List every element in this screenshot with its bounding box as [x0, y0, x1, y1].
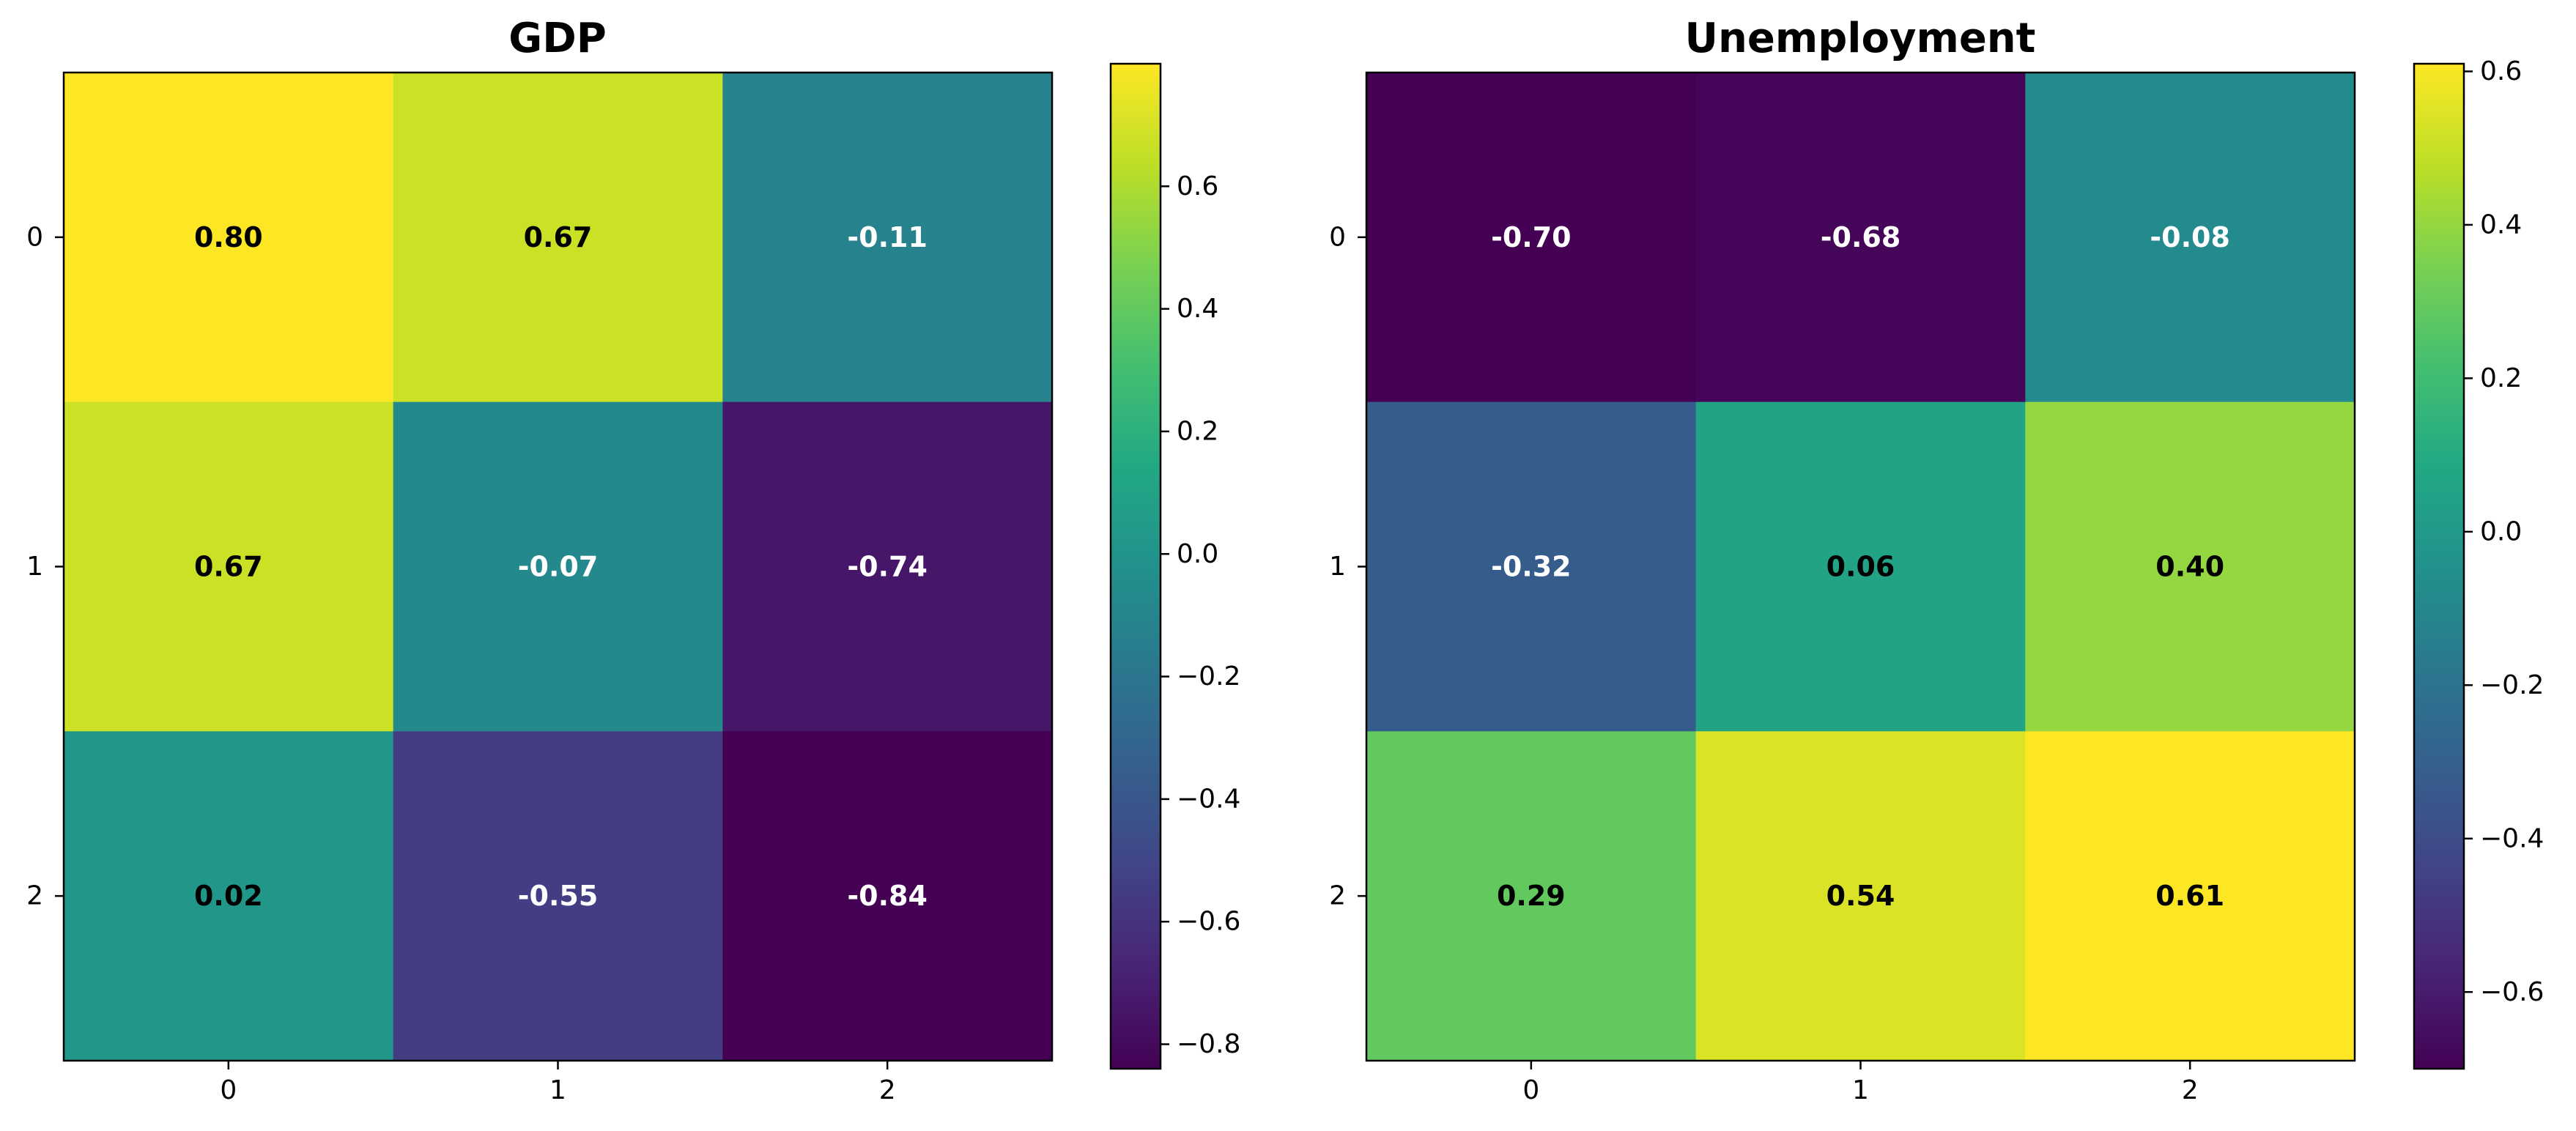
cell-value-label: 0.40: [2155, 551, 2224, 583]
heatmap-cell: [393, 73, 723, 403]
y-tick-label: 2: [1329, 881, 1346, 911]
colorbar-tick-label: −0.6: [2480, 977, 2544, 1007]
x-tick-label: 1: [1852, 1075, 1869, 1105]
y-tick-label: 1: [1329, 552, 1346, 582]
colorbar-tick-label: 0.0: [2480, 516, 2522, 546]
heatmap-cell: [1695, 401, 2026, 732]
heatmap-cell: [722, 401, 1053, 732]
cell-value-label: -0.07: [518, 551, 599, 583]
heatmap-cell: [2025, 731, 2355, 1061]
heatmap-cell: [1366, 73, 1697, 403]
cell-value-label: -0.11: [847, 221, 928, 253]
colorbar-tick-label: −0.4: [1177, 784, 1240, 814]
cell-value-label: 0.29: [1497, 880, 1566, 912]
colorbar: [2414, 64, 2464, 1069]
colorbar-tick-label: −0.2: [2480, 670, 2544, 700]
x-tick-label: 0: [1522, 1075, 1539, 1105]
cell-value-label: 0.67: [194, 551, 263, 583]
cell-value-label: -0.68: [1821, 221, 1901, 253]
heatmap-cell: [1695, 731, 2026, 1061]
y-tick-label: 1: [26, 552, 43, 582]
cell-value-label: -0.08: [2150, 221, 2230, 253]
colorbar-tick-label: 0.2: [1177, 416, 1218, 446]
colorbar-tick-label: 0.6: [1177, 171, 1218, 201]
x-tick-label: 2: [2182, 1075, 2199, 1105]
heatmap-cell: [64, 73, 394, 403]
heatmap-cell: [2025, 73, 2355, 403]
cell-value-label: -0.70: [1491, 221, 1572, 253]
chart-title: Unemployment: [1685, 15, 2036, 62]
colorbar-frame: [1109, 62, 1162, 1070]
y-tick-label: 2: [26, 881, 43, 911]
y-tick-label: 0: [1329, 222, 1346, 252]
colorbar-tick-label: 0.4: [1177, 294, 1218, 324]
heatmap-cell: [1366, 731, 1697, 1061]
cell-value-label: 0.02: [194, 880, 263, 912]
colorbar-tick-label: 0.6: [2480, 56, 2522, 86]
y-tick-label: 0: [26, 222, 43, 252]
cell-value-label: 0.80: [194, 221, 263, 253]
heatmap-cell: [722, 73, 1053, 403]
colorbar-frame: [2413, 62, 2465, 1070]
cell-value-label: 0.54: [1826, 880, 1895, 912]
x-tick-label: 0: [220, 1075, 237, 1105]
cell-value-label: -0.55: [518, 880, 599, 912]
x-tick-label: 1: [549, 1075, 566, 1105]
colorbar-tick-label: 0.0: [1177, 539, 1218, 569]
cell-value-label: -0.84: [847, 880, 928, 912]
colorbar-tick-label: −0.6: [1177, 907, 1240, 937]
heatmap-cell: [64, 401, 394, 732]
colorbar: [1111, 64, 1161, 1069]
chart-title: GDP: [508, 15, 607, 62]
heatmap-cell: [1366, 401, 1697, 732]
heatmap-cell: [2025, 401, 2355, 732]
cell-value-label: 0.61: [2155, 880, 2224, 912]
colorbar-tick-label: 0.4: [2480, 209, 2522, 240]
colorbar-tick-label: −0.2: [1177, 661, 1240, 691]
cell-value-label: 0.67: [524, 221, 593, 253]
colorbar-tick-label: 0.2: [2480, 363, 2522, 393]
cell-value-label: -0.74: [847, 551, 928, 583]
heatmap-cell: [722, 731, 1053, 1061]
heatmap-cell: [1695, 73, 2026, 403]
x-tick-label: 2: [879, 1075, 896, 1105]
cell-value-label: -0.32: [1491, 551, 1572, 583]
cell-value-label: 0.06: [1826, 551, 1895, 583]
heatmap-cell: [64, 731, 394, 1061]
heatmap-panel: Unemployment-0.70 -0.68 -0.08-0.32 0.06 0.40…: [1329, 15, 2544, 1105]
colorbar-tick-label: −0.8: [1177, 1029, 1240, 1059]
heatmap-cell: [393, 731, 723, 1061]
colorbar-tick-label: −0.4: [2480, 823, 2544, 853]
heatmap-cell: [393, 401, 723, 732]
